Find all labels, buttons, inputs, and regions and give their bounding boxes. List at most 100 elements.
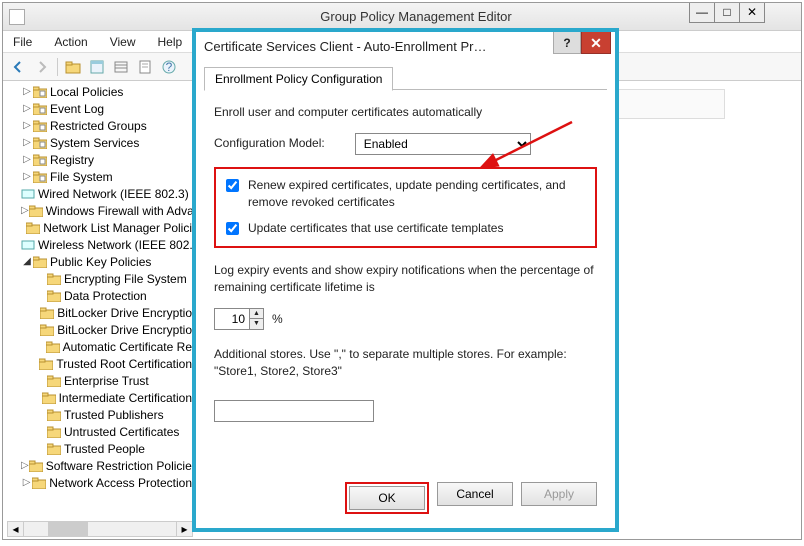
tree-item[interactable]: Wireless Network (IEEE 802.1	[7, 236, 192, 253]
expand-arrow-icon[interactable]: ◢	[21, 256, 33, 267]
tree-item[interactable]: ▷Local Policies	[7, 83, 192, 100]
chk-renew-input[interactable]	[226, 179, 239, 192]
menu-view[interactable]: View	[106, 33, 140, 51]
expand-arrow-icon[interactable]: ▷	[21, 86, 33, 97]
tree-item[interactable]: ▷ File System	[7, 168, 192, 185]
cancel-button[interactable]: Cancel	[437, 482, 513, 506]
cfg-model-select[interactable]: Enabled	[355, 133, 531, 155]
expand-arrow-icon[interactable]: ▷	[21, 460, 29, 471]
main-titlebar: Group Policy Management Editor — □ ✕	[3, 3, 801, 31]
scroll-right-button[interactable]: ▸	[176, 522, 192, 536]
tree-item[interactable]: ▷Event Log	[7, 100, 192, 117]
tree-item-label: Wired Network (IEEE 802.3) P	[38, 187, 192, 201]
tree-item[interactable]: Intermediate Certification	[7, 389, 192, 406]
tab-enrollment-policy[interactable]: Enrollment Policy Configuration	[204, 67, 393, 91]
tree-item[interactable]: ▷System Services	[7, 134, 192, 151]
spin-up-button[interactable]: ▲	[250, 309, 263, 320]
folder-icon	[47, 290, 61, 302]
stores-label: Additional stores. Use "," to separate m…	[214, 346, 597, 380]
chk-update-input[interactable]	[226, 222, 239, 235]
scroll-left-button[interactable]: ◂	[8, 522, 24, 536]
expand-arrow-icon[interactable]: ▷	[21, 103, 33, 114]
tree-item[interactable]: ▷Restricted Groups	[7, 117, 192, 134]
expand-arrow-icon[interactable]: ▷	[21, 137, 33, 148]
tree-item[interactable]: ▷Registry	[7, 151, 192, 168]
ok-button[interactable]: OK	[349, 486, 425, 510]
dialog-autoenrollment: Certificate Services Client - Auto-Enrol…	[192, 28, 619, 532]
chk-renew[interactable]: Renew expired certificates, update pendi…	[222, 177, 589, 211]
folder-icon	[47, 443, 61, 455]
tree-item[interactable]: ◢ Public Key Policies	[7, 253, 192, 270]
folder-icon	[21, 239, 35, 251]
tree-item[interactable]: Untrusted Certificates	[7, 423, 192, 440]
folder-icon	[33, 154, 47, 166]
folder-icon	[47, 273, 61, 285]
folder-icon	[21, 188, 35, 200]
expand-arrow-icon[interactable]: ▷	[21, 120, 33, 131]
maximize-button[interactable]: □	[714, 3, 740, 23]
tool-help-icon[interactable]: ?	[158, 56, 180, 78]
folder-icon	[42, 392, 56, 404]
menu-help[interactable]: Help	[154, 33, 187, 51]
folder-icon	[46, 341, 60, 353]
folder-icon	[39, 358, 53, 370]
expand-arrow-icon[interactable]: ▷	[21, 205, 29, 216]
minimize-button[interactable]: —	[689, 3, 715, 23]
ok-highlight: OK	[345, 482, 429, 514]
app-icon	[9, 9, 25, 25]
nav-fwd-button[interactable]	[31, 56, 53, 78]
tree-hscrollbar[interactable]: ◂ ▸	[7, 521, 193, 537]
tree-item-label: Trusted People	[64, 442, 145, 456]
tree-item[interactable]: Data Protection	[7, 287, 192, 304]
scroll-thumb[interactable]	[48, 522, 88, 536]
tree-item-label: Data Protection	[64, 289, 147, 303]
tree-item[interactable]: ▷Network Access Protection	[7, 474, 192, 491]
tool-doc-icon[interactable]	[134, 56, 156, 78]
tree-item-label: Network List Manager Polici	[43, 221, 192, 235]
tree-item[interactable]: Trusted People	[7, 440, 192, 457]
tree-item[interactable]: Network List Manager Polici	[7, 219, 192, 236]
chk-update[interactable]: Update certificates that use certificate…	[222, 220, 589, 238]
additional-stores-input[interactable]	[214, 400, 374, 422]
menu-file[interactable]: File	[9, 33, 36, 51]
tree-item[interactable]: Automatic Certificate Re	[7, 338, 192, 355]
folder-icon	[40, 307, 54, 319]
tree-item-label: BitLocker Drive Encryptio	[57, 306, 192, 320]
tree-item[interactable]: BitLocker Drive Encryptio	[7, 304, 192, 321]
dialog-close-button[interactable]: ✕	[581, 32, 611, 54]
close-button[interactable]: ✕	[739, 3, 765, 23]
tool-list-icon[interactable]	[110, 56, 132, 78]
tree-item[interactable]: ▷ Software Restriction Policies	[7, 457, 192, 474]
tree-item[interactable]: Trusted Publishers	[7, 406, 192, 423]
tree-item[interactable]: Wired Network (IEEE 802.3) P	[7, 185, 192, 202]
expiry-percent-spinner[interactable]: ▲▼	[214, 308, 264, 330]
folder-icon	[29, 460, 43, 472]
expand-arrow-icon[interactable]: ▷	[21, 477, 32, 488]
folder-icon	[40, 324, 54, 336]
tree-item[interactable]: Trusted Root Certification	[7, 355, 192, 372]
tree-item[interactable]: Enterprise Trust	[7, 372, 192, 389]
menu-action[interactable]: Action	[50, 33, 91, 51]
apply-button: Apply	[521, 482, 597, 506]
spin-down-button[interactable]: ▼	[250, 319, 263, 329]
tree-item-label: File System	[50, 170, 113, 184]
highlighted-checkboxes: Renew expired certificates, update pendi…	[214, 167, 597, 249]
tree-item-label: Software Restriction Policies	[46, 459, 192, 473]
folder-icon	[33, 86, 47, 98]
dialog-title: Certificate Services Client - Auto-Enrol…	[204, 39, 486, 54]
expand-arrow-icon[interactable]: ▷	[21, 154, 33, 165]
tree-item-label: BitLocker Drive Encryptio	[57, 323, 192, 337]
tool-folder-icon[interactable]	[62, 56, 84, 78]
expiry-percent-input[interactable]	[215, 309, 249, 329]
tree-item[interactable]: Encrypting File System	[7, 270, 192, 287]
expand-arrow-icon[interactable]: ▷	[21, 171, 33, 182]
nav-back-button[interactable]	[7, 56, 29, 78]
tree-item[interactable]: BitLocker Drive Encryptio	[7, 321, 192, 338]
dialog-help-button[interactable]: ?	[553, 32, 581, 54]
tool-props-icon[interactable]	[86, 56, 108, 78]
dialog-titlebar: Certificate Services Client - Auto-Enrol…	[196, 32, 615, 60]
tree-item-label: Wireless Network (IEEE 802.1	[38, 238, 192, 252]
tree-item-label: Public Key Policies	[50, 255, 151, 269]
tree-item[interactable]: ▷Windows Firewall with Adva	[7, 202, 192, 219]
tree-item-label: Encrypting File System	[64, 272, 187, 286]
